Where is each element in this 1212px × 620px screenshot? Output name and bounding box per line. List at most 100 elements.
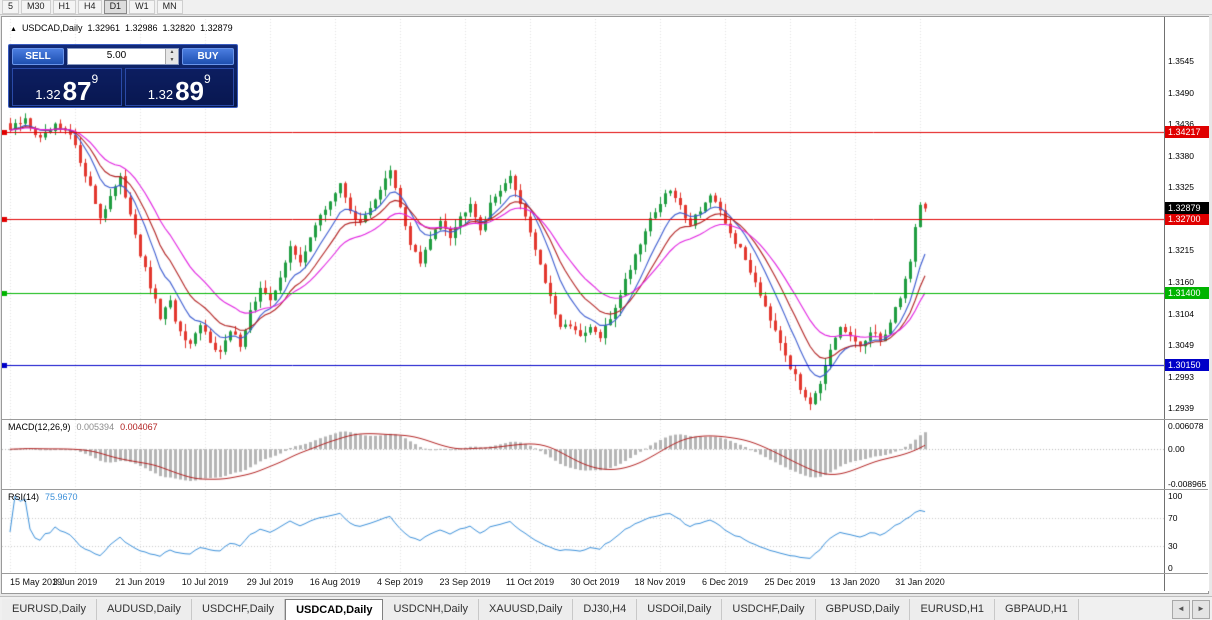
x-axis-date-label: 3 Jun 2019	[52, 577, 98, 587]
chart-tab-usdcnh-daily[interactable]: USDCNH,Daily	[383, 599, 480, 620]
macd-axis-tick: -0.008965	[1168, 479, 1207, 490]
x-axis-date-label: 29 Jul 2019	[246, 577, 294, 587]
chart-symbol-period: USDCAD,Daily	[21, 23, 83, 33]
x-axis-date-label: 4 Sep 2019	[376, 577, 424, 587]
buy-button[interactable]: BUY	[182, 48, 234, 65]
ohlc-high: 1.32986	[125, 23, 158, 33]
rsi-axis-tick: 70	[1168, 512, 1178, 523]
price-axis-tick: 1.3436	[1168, 118, 1194, 129]
sell-price-pips: 87	[62, 76, 92, 107]
buy-price-point: 9	[204, 72, 211, 86]
x-axis-date-label: 13 Jan 2020	[830, 577, 880, 587]
ohlc-low: 1.32820	[162, 23, 196, 33]
price-axis-tick: 1.3545	[1168, 56, 1194, 67]
rsi-canvas[interactable]	[2, 490, 1164, 573]
volume-value[interactable]: 5.00	[106, 50, 127, 61]
chart-tab-eurusd-h1[interactable]: EURUSD,H1	[910, 599, 996, 620]
tab-scroll-right-button[interactable]: ►	[1192, 600, 1210, 619]
tab-scroll-controls: ◄ ►	[1172, 600, 1210, 619]
chart-tab-dj30-h4[interactable]: DJ30,H4	[573, 599, 638, 620]
chart-tab-usdoil-daily[interactable]: USDOil,Daily	[637, 599, 723, 620]
price-axis-tick: 1.3160	[1168, 276, 1194, 287]
hline-price-badge[interactable]: 1.31400	[1165, 287, 1209, 300]
sell-button[interactable]: SELL	[12, 48, 64, 65]
chart-tab-xauusd-daily[interactable]: XAUUSD,Daily	[479, 599, 574, 620]
chart-tab-usdcad-daily[interactable]: USDCAD,Daily	[285, 599, 384, 620]
price-axis-tick: 1.2993	[1168, 372, 1194, 383]
x-axis-date-label: 6 Dec 2019	[701, 577, 749, 587]
sell-price-main: 1.32	[35, 86, 61, 102]
buy-price-pips: 89	[175, 76, 205, 107]
time-axis: 15 May 2019 3 Jun 2019 21 Jun 2019 10 Jul 2…	[2, 574, 1164, 591]
x-axis-date-label: 11 Oct 2019	[505, 577, 555, 587]
timeframe-button-m30[interactable]: M30	[21, 0, 51, 14]
chart-tab-usdchf-daily[interactable]: USDCHF,Daily	[191, 599, 286, 620]
ohlc-open: 1.32961	[87, 23, 120, 33]
macd-panel-separator	[2, 419, 1208, 420]
macd-name: MACD(12,26,9)	[8, 422, 71, 432]
x-axis-date-label: 31 Jan 2020	[895, 577, 945, 587]
up-triangle-icon: ▲	[10, 26, 17, 33]
price-axis-tick: 1.3049	[1168, 340, 1194, 351]
price-axis: 1.35451.34901.34361.33801.33251.32701.32…	[1164, 17, 1209, 591]
macd-canvas[interactable]	[2, 420, 1164, 489]
volume-field[interactable]: 5.00 ▲ ▼	[67, 48, 179, 65]
x-axis-date-label: 10 Jul 2019	[181, 577, 229, 587]
timeframe-button-h1[interactable]: H1	[52, 0, 77, 14]
macd-axis-tick: 0.006078	[1168, 420, 1204, 431]
chart-tab-eurusd-daily[interactable]: EURUSD,Daily	[2, 599, 97, 620]
chart-frame: ▲ USDCAD,Daily 1.32961 1.32986 1.32820 1.3287…	[1, 16, 1209, 594]
tab-strip: EURUSD,Daily AUDUSD,Daily USDCHF,Daily USDC…	[2, 599, 1172, 620]
macd-label: MACD(12,26,9) 0.005394 0.004067	[8, 422, 164, 432]
price-axis-tick: 1.3325	[1168, 182, 1194, 193]
current-price-badge: 1.32879	[1165, 202, 1209, 215]
chart-tab-bar: EURUSD,Daily AUDUSD,Daily USDCHF,Daily USDC…	[0, 596, 1212, 620]
x-axis-date-label: 30 Oct 2019	[570, 577, 620, 587]
volume-down-button[interactable]: ▼	[165, 56, 178, 64]
timeframe-toolbar: 5 M30 H1 H4 D1 W1 MN	[0, 0, 1212, 15]
chart-tab-audusd-daily[interactable]: AUDUSD,Daily	[96, 599, 192, 620]
rsi-label: RSI(14) 75.9670	[8, 492, 84, 502]
rsi-name: RSI(14)	[8, 492, 40, 502]
macd-signal-value: 0.004067	[120, 422, 158, 432]
buy-price-display[interactable]: 1.32 89 9	[124, 68, 234, 107]
price-axis-tick: 1.3490	[1168, 87, 1194, 98]
hline-price-badge[interactable]: 1.30150	[1165, 358, 1209, 371]
volume-up-button[interactable]: ▲	[165, 49, 178, 57]
timeframe-button-5[interactable]: 5	[2, 0, 20, 14]
chart-tab-usdchf-daily[interactable]: USDCHF,Daily	[722, 599, 816, 620]
x-axis-date-label: 21 Jun 2019	[115, 577, 165, 587]
macd-axis-tick: 0.00	[1168, 444, 1185, 455]
timeframe-button-h4[interactable]: H4	[78, 0, 102, 14]
rsi-axis-tick: 30	[1168, 541, 1178, 552]
tab-scroll-left-button[interactable]: ◄	[1172, 600, 1190, 619]
chart-tab-gbpaud-h1[interactable]: GBPAUD,H1	[995, 599, 1079, 620]
rsi-axis-tick: 100	[1168, 491, 1183, 501]
x-axis-date-label: 23 Sep 2019	[439, 577, 491, 587]
ohlc-close: 1.32879	[200, 23, 233, 33]
x-axis-date-label: 16 Aug 2019	[309, 577, 361, 587]
x-axis-date-label: 25 Dec 2019	[764, 577, 816, 587]
sell-price-display[interactable]: 1.32 87 9	[12, 68, 122, 106]
time-axis-separator	[2, 573, 1208, 574]
hline-price-badge[interactable]: 1.34217	[1165, 125, 1209, 138]
timeframe-button-d1[interactable]: D1	[103, 0, 128, 14]
sell-price-point: 9	[91, 72, 99, 86]
chart-tab-gbpusd-daily[interactable]: GBPUSD,Daily	[815, 599, 911, 620]
hline-price-badge[interactable]: 1.32700	[1165, 212, 1209, 225]
x-axis-date-label: 15 May 2019	[10, 577, 63, 587]
timeframe-button-w1[interactable]: W1	[129, 0, 155, 14]
rsi-value: 75.9670	[45, 492, 78, 502]
buy-price-main: 1.32	[147, 86, 174, 102]
timeframe-button-mn[interactable]: MN	[156, 0, 183, 14]
volume-spinner: ▲ ▼	[165, 49, 178, 64]
chart-title: ▲ USDCAD,Daily 1.32961 1.32986 1.32820 1.3287…	[10, 23, 238, 33]
one-click-trading-panel: SELL 5.00 ▲ ▼ BUY 1.32 87 9 1.32	[8, 44, 238, 108]
rsi-axis-tick: 0	[1168, 563, 1173, 573]
macd-main-value: 0.005394	[76, 422, 115, 432]
rsi-panel-separator	[2, 489, 1208, 490]
price-axis-tick: 1.3104	[1168, 308, 1194, 319]
x-axis-date-label: 18 Nov 2019	[634, 577, 686, 587]
price-axis-tick: 1.3380	[1168, 150, 1194, 161]
trade-prices-row: 1.32 87 9 1.32 89 9	[12, 68, 234, 106]
